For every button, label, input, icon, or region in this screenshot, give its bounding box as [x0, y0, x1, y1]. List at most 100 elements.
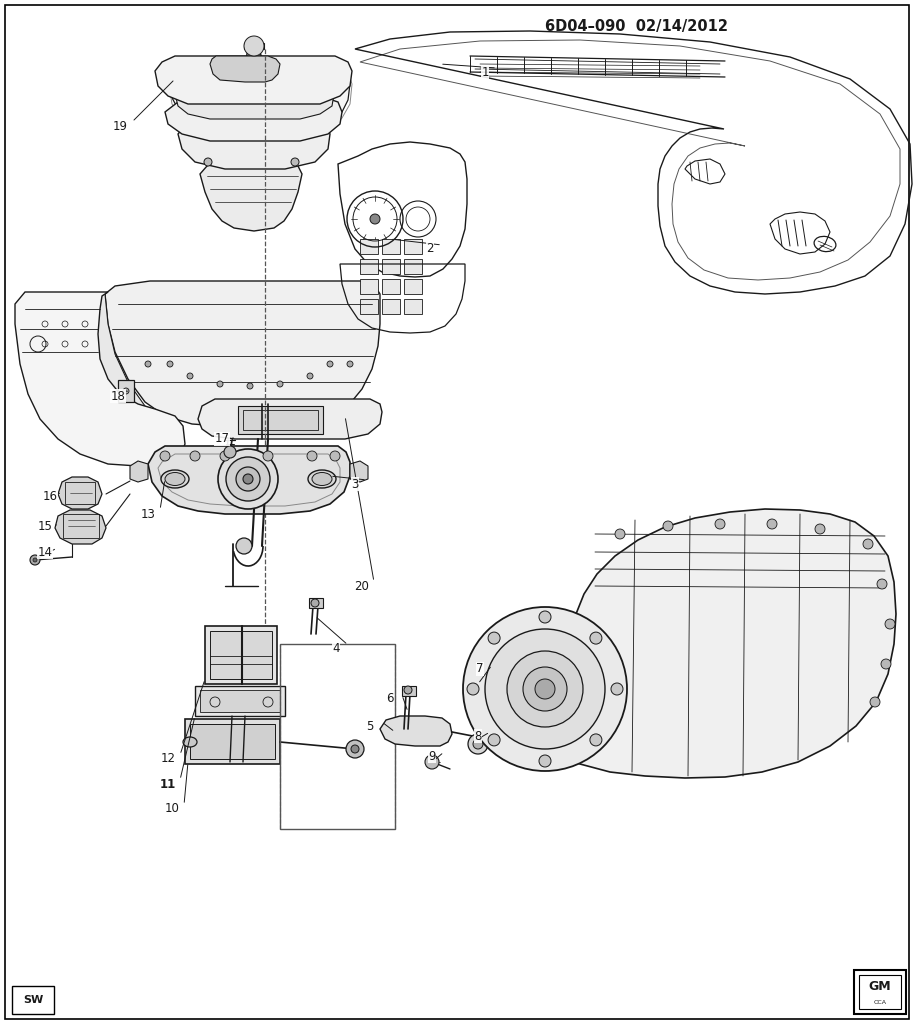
- Polygon shape: [198, 399, 382, 439]
- Polygon shape: [490, 509, 896, 778]
- Bar: [360, 239, 378, 254]
- Text: 6D04–090  02/14/2012: 6D04–090 02/14/2012: [545, 19, 728, 34]
- Circle shape: [590, 734, 602, 745]
- Bar: [382, 279, 400, 294]
- Text: 11: 11: [160, 777, 176, 791]
- Bar: [243, 410, 318, 430]
- Polygon shape: [105, 281, 380, 426]
- Circle shape: [523, 667, 567, 711]
- Text: 5: 5: [367, 720, 374, 732]
- Text: CCA: CCA: [874, 999, 887, 1005]
- Circle shape: [425, 755, 439, 769]
- Text: 15: 15: [37, 519, 52, 532]
- Circle shape: [311, 599, 319, 607]
- Circle shape: [291, 158, 299, 166]
- Text: 17: 17: [215, 432, 229, 445]
- Bar: [65, 482, 95, 504]
- Ellipse shape: [308, 470, 336, 488]
- Circle shape: [468, 734, 488, 754]
- Circle shape: [539, 755, 551, 767]
- Circle shape: [277, 381, 283, 387]
- Polygon shape: [155, 56, 352, 104]
- Polygon shape: [165, 96, 342, 141]
- Polygon shape: [130, 461, 148, 482]
- Bar: [12, 986, 54, 1014]
- Text: SW: SW: [23, 995, 43, 1005]
- Circle shape: [347, 361, 353, 367]
- Circle shape: [217, 381, 223, 387]
- Text: GM: GM: [868, 981, 891, 993]
- Text: 13: 13: [141, 508, 155, 520]
- Circle shape: [870, 697, 880, 707]
- Circle shape: [615, 529, 625, 539]
- Polygon shape: [380, 716, 452, 746]
- Circle shape: [404, 686, 412, 694]
- Polygon shape: [210, 56, 280, 82]
- Polygon shape: [193, 138, 314, 167]
- Bar: [404, 259, 422, 274]
- Circle shape: [715, 519, 725, 529]
- Bar: [195, 686, 285, 716]
- Text: 16: 16: [42, 489, 58, 503]
- Polygon shape: [237, 49, 272, 138]
- Circle shape: [488, 632, 500, 644]
- Bar: [402, 686, 416, 696]
- Text: 8: 8: [474, 729, 482, 742]
- Circle shape: [220, 451, 230, 461]
- Circle shape: [307, 373, 313, 379]
- Circle shape: [535, 679, 555, 699]
- Circle shape: [467, 683, 479, 695]
- Bar: [238, 406, 323, 434]
- Circle shape: [881, 659, 891, 669]
- Ellipse shape: [161, 470, 189, 488]
- Circle shape: [187, 373, 193, 379]
- Polygon shape: [55, 510, 106, 544]
- Circle shape: [590, 632, 602, 644]
- Circle shape: [463, 607, 627, 771]
- Circle shape: [30, 555, 40, 565]
- Circle shape: [33, 558, 37, 562]
- Text: 3: 3: [351, 477, 358, 490]
- Circle shape: [473, 739, 483, 749]
- Bar: [404, 239, 422, 254]
- Bar: [63, 514, 99, 538]
- Bar: [360, 279, 378, 294]
- Polygon shape: [85, 294, 145, 406]
- Circle shape: [160, 451, 170, 461]
- Circle shape: [507, 651, 583, 727]
- Circle shape: [236, 467, 260, 490]
- Circle shape: [488, 734, 500, 745]
- Polygon shape: [350, 461, 368, 482]
- Polygon shape: [15, 292, 185, 466]
- Bar: [382, 259, 400, 274]
- Polygon shape: [168, 59, 350, 129]
- Bar: [360, 259, 378, 274]
- Circle shape: [877, 579, 887, 589]
- Circle shape: [145, 361, 151, 367]
- Bar: [859, 975, 901, 1009]
- Circle shape: [330, 451, 340, 461]
- Circle shape: [474, 664, 484, 674]
- Text: 10: 10: [165, 803, 179, 815]
- Circle shape: [123, 388, 129, 394]
- Text: 20: 20: [355, 580, 369, 593]
- Text: 14: 14: [37, 546, 52, 558]
- Circle shape: [863, 539, 873, 549]
- Text: 1: 1: [482, 66, 489, 79]
- Polygon shape: [175, 78, 334, 119]
- Text: 6: 6: [387, 692, 394, 706]
- Circle shape: [218, 449, 278, 509]
- Circle shape: [263, 451, 273, 461]
- Circle shape: [611, 683, 623, 695]
- Circle shape: [885, 618, 895, 629]
- Bar: [210, 631, 272, 679]
- Circle shape: [243, 474, 253, 484]
- Polygon shape: [200, 158, 302, 231]
- Ellipse shape: [312, 472, 332, 485]
- Bar: [244, 43, 264, 49]
- Bar: [309, 598, 323, 608]
- Circle shape: [370, 214, 380, 224]
- Bar: [200, 690, 280, 712]
- Circle shape: [167, 361, 173, 367]
- Text: 9: 9: [429, 750, 436, 763]
